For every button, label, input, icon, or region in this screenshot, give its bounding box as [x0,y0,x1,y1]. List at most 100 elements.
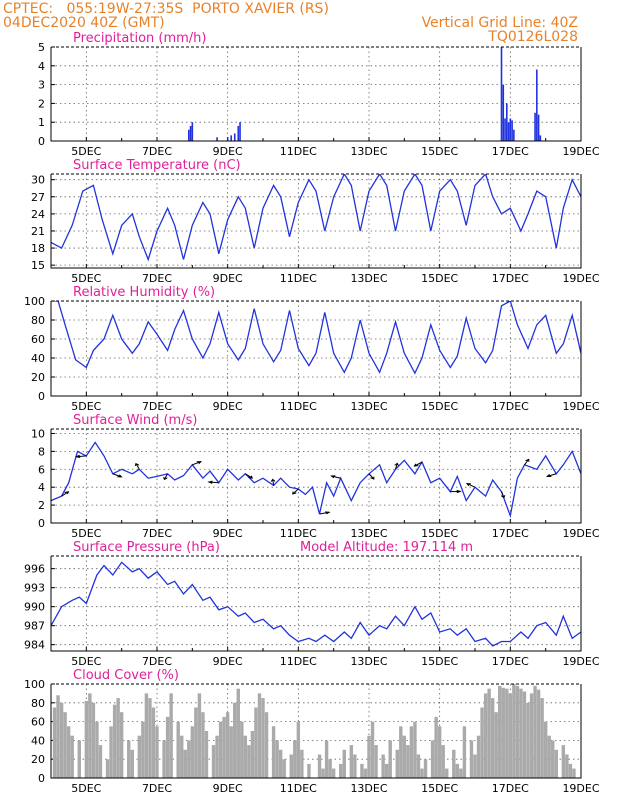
precip-bar [226,137,229,141]
cloud-bar [236,688,240,778]
header-station: CPTEC: 055:19W-27:35S PORTO XAVIER (RS) [3,1,329,17]
precip-ytick-label: 2 [38,97,45,110]
precip-bar [509,118,512,141]
wind-arrow-head [117,474,123,478]
wind-arrow-head [330,475,336,479]
precip-panel: Precipitation (mm/h) 5DEC 7DEC 9DEC 11DEC 13D… [38,31,600,158]
wind-arrow-head [370,476,375,480]
cloud-xtick-label: 15DEC [421,782,458,795]
rh-xtick-label: 9DEC [213,400,243,413]
cloud-bar [370,721,375,778]
header-date: 04DEC2020 40Z (GMT) [3,15,165,31]
cloud-bar [363,768,368,778]
wind-arrow-head [525,458,530,462]
temp-ytick-label: 27 [31,191,45,204]
wind-arrow-head [292,491,297,495]
pressure-xtick-label: 11DEC [280,655,317,668]
cloud-bar [165,716,170,778]
pressure-title: Surface Pressure (hPa) [73,540,220,555]
rh-ytick-label: 80 [31,314,45,327]
rh-xtick-label: 7DEC [142,400,172,413]
temp-xtick-label: 11DEC [280,272,317,285]
cloud-bar [137,735,142,778]
cloud-bar [561,745,566,778]
cloud-bar [490,698,495,778]
precip-ytick-label: 1 [38,116,45,129]
cloud-bar [462,726,467,778]
rh-xtick-label: 19DEC [562,400,599,413]
cloud-bar [155,726,159,778]
precip-ytick-label: 3 [38,79,45,92]
cloud-bar [162,740,166,778]
precip-ytick-label: 0 [38,135,45,148]
wind-arrow-head [500,494,506,499]
wind-xtick-label: 19DEC [562,527,599,540]
wind-arrow-head [545,474,552,478]
wind-arrow [501,491,505,498]
cloud-bar [278,749,283,778]
cloud-bar [437,726,442,778]
temp-xtick-label: 19DEC [562,272,599,285]
precip-bar [216,137,218,141]
rh-ytick-label: 0 [38,390,45,403]
precip-frame [50,47,582,142]
wind-series-line [51,441,581,519]
cloud-bar [374,745,378,778]
cloud-bar [264,712,269,778]
cloud-bar [399,726,403,778]
wind-arrow [524,459,530,466]
cloud-xtick-label: 11DEC [280,782,317,795]
cloud-bar [317,754,322,778]
pressure-xtick-label: 7DEC [142,655,172,668]
cloud-bar [229,726,233,778]
cloud-bar [519,688,523,778]
cloud-bar [512,684,516,778]
wind-ytick-label: 10 [31,427,45,440]
cloud-bar [105,759,110,778]
cloud-bar [473,754,477,778]
precip-xtick-label: 11DEC [280,145,317,158]
precip-bar [191,122,194,141]
cloud-bar [445,768,449,778]
precip-bar [230,135,232,141]
cloud-bar [204,731,209,778]
cloud-xtick-label: 5DEC [71,782,101,795]
cloud-bar [533,685,537,778]
cloud-bar [187,740,191,778]
rh-ytick-label: 40 [31,352,45,365]
cloud-bar [119,712,124,778]
pressure-frame [50,556,582,652]
cloud-bar [201,712,205,778]
precip-bar [511,120,513,141]
cloud-bar [331,768,336,778]
cloud-bar [169,693,173,778]
cloud-bar [109,726,113,778]
wind-ytick-label: 4 [38,481,45,494]
precip-bar [502,84,505,141]
cloud-bar [384,763,389,778]
pressure-xtick-label: 13DEC [350,655,387,668]
cloud-bar [360,763,364,778]
cloud-bar [540,698,544,778]
precip-bar [539,135,542,141]
rh-frame [50,301,582,397]
cloud-bar [508,693,513,778]
precip-bar [233,133,236,141]
wind-arrow-head [270,478,276,482]
precip-bar [513,129,515,141]
rh-ytick-label: 60 [31,333,45,346]
precip-bar [239,122,241,141]
cloud-bar [307,763,311,778]
temp-ytick-label: 21 [31,225,45,238]
precip-xtick-label: 19DEC [562,145,599,158]
pressure-panel: Surface Pressure (hPa) Model Altitude: 19… [24,540,600,668]
precip-bar [507,122,510,141]
cloud-bar [233,702,237,778]
pressure-xtick-label: 5DEC [71,655,101,668]
cloud-bar [505,688,509,778]
cloud-bar [430,740,435,778]
cloud-bar [247,745,251,778]
cloud-bar [543,721,548,778]
pressure-ytick-label: 987 [24,620,45,633]
cloud-bar [395,749,399,778]
